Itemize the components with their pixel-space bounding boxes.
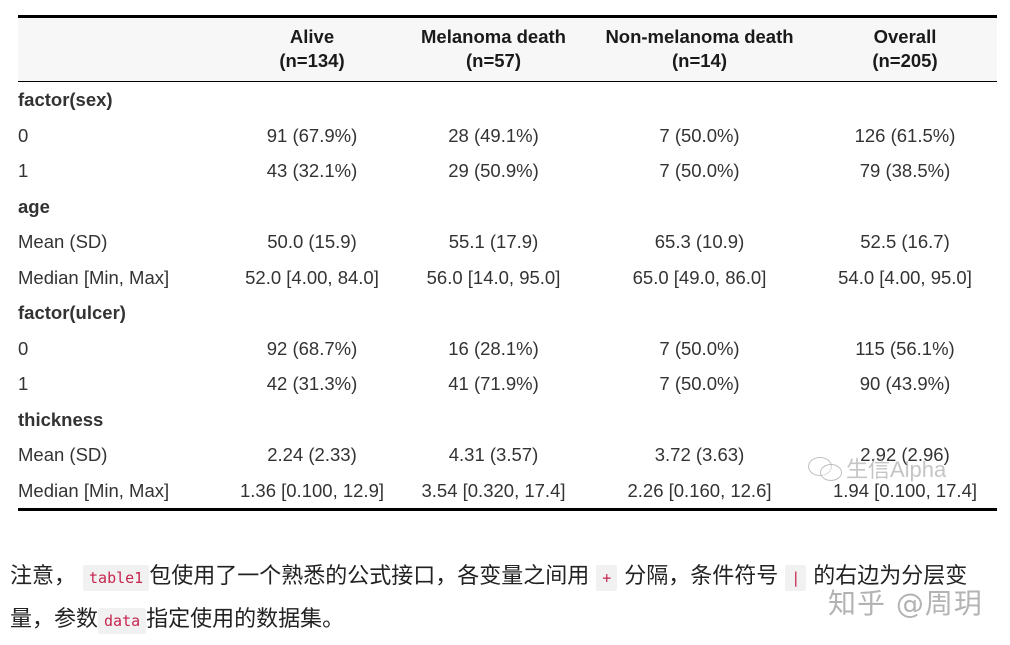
group-label: thickness <box>18 408 104 430</box>
paragraph-text: 指定使用的数据集。 <box>146 607 345 632</box>
cell-overall: 2.92 (2.96) <box>860 444 950 465</box>
table-row: 0 91 (67.9%) 28 (49.1%) 7 (50.0%) 126 (6… <box>18 118 997 154</box>
row-label: Median [Min, Max] <box>18 479 170 501</box>
cell-non-melanoma-death: 7 (50.0%) <box>659 337 740 359</box>
cell-non-melanoma-death: 2.26 [0.160, 12.6] <box>627 479 772 501</box>
header-melanoma-death: Melanoma death (n=57) <box>401 17 586 82</box>
cell-melanoma-death: 4.31 (3.57) <box>448 444 539 465</box>
header-title: Alive <box>289 26 335 47</box>
paragraph-text: 的右边为分层变量，参数 <box>10 564 968 632</box>
table1-summary-table: Alive (n=134) Melanoma death (n=57) Non-me… <box>18 15 997 511</box>
row-label: 0 <box>18 124 29 146</box>
cell-alive: 43 (32.1%) <box>266 160 358 181</box>
row-label: Mean (SD) <box>18 231 108 252</box>
cell-melanoma-death: 41 (71.9%) <box>448 373 539 394</box>
row-label: 1 <box>18 160 29 181</box>
header-n: (n=14) <box>671 50 727 71</box>
inline-code-plus: + <box>596 565 618 591</box>
header-title: Melanoma death <box>421 26 566 47</box>
inline-code-table1: table1 <box>83 565 150 591</box>
cell-overall: 54.0 [4.00, 95.0] <box>838 266 972 288</box>
inline-code-pipe: | <box>785 565 807 591</box>
paragraph-text: 注意， <box>10 564 77 589</box>
table-row: 1 42 (31.3%) 41 (71.9%) 7 (50.0%) 90 (43… <box>18 366 997 402</box>
cell-alive: 92 (68.7%) <box>266 337 358 359</box>
paragraph-text: 包使用了一个熟悉的公式接口，各变量之间用 <box>149 564 590 589</box>
group-row: thickness <box>18 402 997 438</box>
row-label: Mean (SD) <box>18 444 108 465</box>
row-label: 0 <box>18 337 29 359</box>
cell-melanoma-death: 29 (50.9%) <box>448 160 539 181</box>
header-title: Non-melanoma death <box>605 26 794 47</box>
table-row: 0 92 (68.7%) 16 (28.1%) 7 (50.0%) 115 (5… <box>18 331 997 367</box>
inline-code-data: data <box>98 608 147 634</box>
cell-overall: 1.94 [0.100, 17.4] <box>832 479 977 501</box>
cell-non-melanoma-death: 65.3 (10.9) <box>654 231 745 252</box>
table-row: Mean (SD) 50.0 (15.9) 55.1 (17.9) 65.3 (… <box>18 224 997 260</box>
cell-overall: 79 (38.5%) <box>859 160 951 181</box>
group-label: age <box>18 195 50 217</box>
cell-alive: 1.36 [0.100, 12.9] <box>239 479 384 501</box>
table-row: Mean (SD) 2.24 (2.33) 4.31 (3.57) 3.72 (… <box>18 437 997 473</box>
cell-melanoma-death: 3.54 [0.320, 17.4] <box>421 479 566 501</box>
body-paragraph: 注意， table1 包使用了一个熟悉的公式接口，各变量之间用 + 分隔，条件符号… <box>10 556 1000 642</box>
cell-melanoma-death: 55.1 (17.9) <box>448 231 539 252</box>
header-n: (n=134) <box>279 50 345 71</box>
header-title: Overall <box>873 26 937 47</box>
table-row: Median [Min, Max] 52.0 [4.00, 84.0] 56.0… <box>18 260 997 296</box>
header-non-melanoma-death: Non-melanoma death (n=14) <box>586 17 813 82</box>
cell-alive: 50.0 (15.9) <box>267 231 357 252</box>
header-alive: Alive (n=134) <box>223 17 401 82</box>
cell-melanoma-death: 16 (28.1%) <box>448 337 539 359</box>
cell-alive: 91 (67.9%) <box>266 124 358 146</box>
cell-non-melanoma-death: 3.72 (3.63) <box>654 444 745 465</box>
table-header: Alive (n=134) Melanoma death (n=57) Non-me… <box>18 16 997 82</box>
group-label: factor(ulcer) <box>18 302 126 323</box>
cell-alive: 42 (31.3%) <box>266 373 358 394</box>
cell-non-melanoma-death: 7 (50.0%) <box>659 124 740 146</box>
cell-non-melanoma-death: 7 (50.0%) <box>659 160 740 181</box>
cell-overall: 126 (61.5%) <box>854 124 956 146</box>
cell-non-melanoma-death: 65.0 [49.0, 86.0] <box>632 266 767 288</box>
cell-melanoma-death: 28 (49.1%) <box>448 124 539 146</box>
group-label: factor(sex) <box>18 89 113 110</box>
header-n: (n=57) <box>465 50 521 71</box>
header-overall: Overall (n=205) <box>813 17 997 82</box>
cell-overall: 115 (56.1%) <box>855 337 955 359</box>
cell-non-melanoma-death: 7 (50.0%) <box>659 373 740 394</box>
paragraph-text: 分隔，条件符号 <box>624 564 779 589</box>
cell-melanoma-death: 56.0 [14.0, 95.0] <box>426 266 561 288</box>
cell-alive: 52.0 [4.00, 84.0] <box>245 266 379 288</box>
row-label: Median [Min, Max] <box>18 266 170 288</box>
table-row: 1 43 (32.1%) 29 (50.9%) 7 (50.0%) 79 (38… <box>18 153 997 189</box>
table-body: factor(sex) 0 91 (67.9%) 28 (49.1%) 7 (5… <box>18 82 997 510</box>
group-row: age <box>18 189 997 225</box>
header-n: (n=205) <box>872 50 938 71</box>
cell-overall: 90 (43.9%) <box>859 373 951 394</box>
row-label: 1 <box>18 373 29 394</box>
cell-alive: 2.24 (2.33) <box>267 444 357 465</box>
group-row: factor(sex) <box>18 82 997 118</box>
cell-overall: 52.5 (16.7) <box>860 231 950 252</box>
table-row: Median [Min, Max] 1.36 [0.100, 12.9] 3.5… <box>18 473 997 510</box>
header-blank <box>18 17 223 82</box>
descriptive-stats-table: Alive (n=134) Melanoma death (n=57) Non-me… <box>18 15 997 511</box>
group-row: factor(ulcer) <box>18 295 997 331</box>
